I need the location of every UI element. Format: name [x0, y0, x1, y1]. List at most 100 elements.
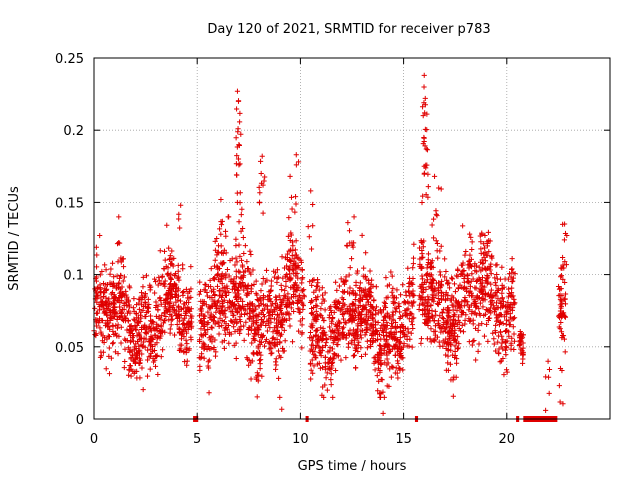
- data-point: [482, 258, 489, 264]
- data-point: [159, 329, 165, 335]
- data-point: [126, 345, 132, 351]
- data-point: [335, 353, 342, 359]
- data-point: [459, 322, 465, 328]
- data-point: [447, 342, 453, 348]
- data-point: [289, 206, 295, 212]
- data-point: [492, 329, 499, 336]
- data-point: [98, 295, 104, 301]
- data-point: [185, 295, 191, 301]
- data-point: [309, 357, 315, 363]
- data-point: [223, 275, 229, 281]
- data-point: [428, 303, 434, 309]
- data-point: [381, 314, 387, 320]
- data-point: [273, 323, 280, 329]
- data-point: [202, 281, 208, 287]
- data-point: [109, 341, 116, 347]
- data-point: [367, 326, 373, 332]
- data-point: [147, 284, 153, 291]
- data-point: [378, 351, 384, 357]
- data-point: [440, 329, 446, 335]
- data-point: [293, 152, 299, 158]
- data-point: [319, 337, 325, 344]
- chart-title: Day 120 of 2021, SRMTID for receiver p78…: [207, 22, 490, 37]
- data-point: [106, 371, 113, 377]
- data-point: [452, 304, 458, 310]
- data-point: [134, 333, 140, 339]
- data-point: [110, 283, 116, 290]
- data-point: [287, 173, 293, 180]
- data-point: [378, 361, 384, 367]
- data-point: [111, 307, 117, 313]
- data-point: [148, 328, 154, 334]
- data-point: [425, 251, 432, 257]
- data-point: [493, 282, 499, 288]
- data-point: [254, 376, 260, 382]
- data-point: [98, 329, 104, 335]
- data-point: [283, 278, 289, 285]
- data-point: [357, 298, 363, 304]
- data-point: [467, 262, 474, 269]
- data-point: [288, 194, 295, 200]
- data-point: [373, 304, 380, 310]
- data-point: [249, 282, 255, 289]
- data-point: [397, 335, 403, 341]
- data-point: [214, 272, 221, 278]
- data-point: [110, 340, 116, 346]
- data-point: [295, 262, 301, 269]
- data-point: [351, 214, 357, 220]
- data-point: [300, 274, 306, 281]
- data-point: [436, 185, 442, 191]
- data-point: [423, 286, 429, 292]
- data-point: [418, 340, 424, 346]
- data-point: [378, 346, 384, 352]
- data-point: [484, 292, 490, 298]
- data-point: [299, 266, 305, 273]
- data-point: [295, 255, 301, 261]
- data-point: [105, 298, 111, 304]
- data-point: [259, 316, 265, 323]
- data-point: [354, 268, 361, 274]
- data-point: [169, 316, 175, 322]
- data-point: [284, 254, 290, 261]
- x-tick-label: 0: [90, 432, 98, 447]
- data-point: [480, 304, 486, 310]
- data-point: [238, 257, 245, 263]
- data-point: [418, 264, 424, 270]
- data-point: [462, 321, 468, 327]
- data-point: [100, 333, 106, 339]
- data-point: [184, 362, 190, 368]
- data-point: [188, 319, 194, 325]
- data-point: [208, 333, 214, 339]
- data-point: [340, 324, 347, 330]
- data-point: [353, 365, 359, 371]
- data-point: [236, 280, 243, 287]
- data-point: [152, 332, 158, 338]
- data-point: [459, 299, 465, 305]
- data-point: [241, 323, 247, 329]
- data-point: [299, 280, 305, 286]
- data-point: [480, 287, 486, 293]
- data-point: [114, 325, 121, 331]
- data-point: [424, 111, 430, 117]
- data-point: [259, 373, 265, 379]
- data-point: [320, 344, 326, 351]
- data-point: [429, 222, 435, 228]
- data-point: [455, 345, 461, 351]
- data-point: [451, 337, 457, 344]
- data-point: [120, 278, 126, 284]
- data-point: [424, 318, 430, 324]
- data-point: [256, 327, 262, 333]
- data-point: [299, 331, 305, 337]
- data-point: [457, 328, 464, 334]
- data-point: [343, 320, 349, 326]
- data-point: [467, 252, 473, 258]
- data-point: [280, 275, 286, 281]
- data-point: [351, 352, 358, 358]
- data-point: [507, 305, 513, 311]
- data-point: [197, 279, 203, 285]
- data-point: [171, 302, 177, 308]
- data-point: [463, 312, 469, 318]
- data-point: [319, 300, 325, 306]
- data-point: [110, 323, 116, 329]
- data-point: [350, 333, 357, 339]
